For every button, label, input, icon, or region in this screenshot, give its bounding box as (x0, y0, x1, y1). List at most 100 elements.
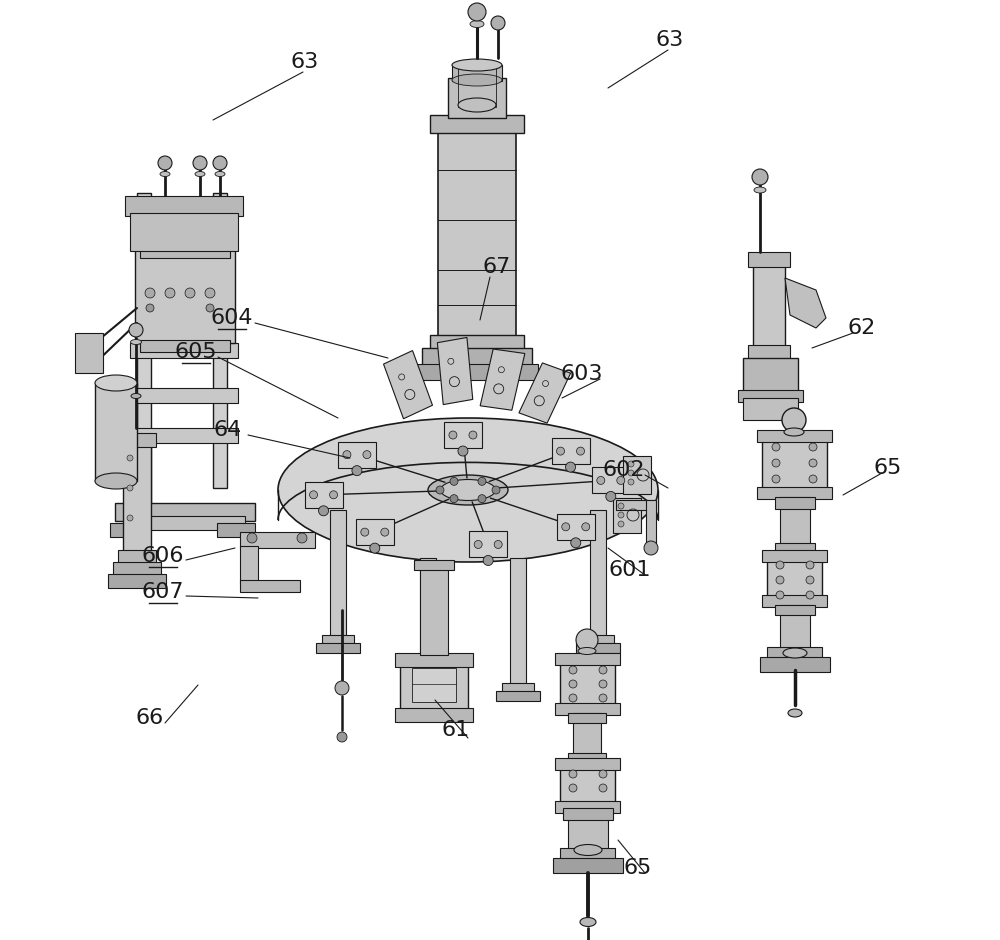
Circle shape (617, 477, 625, 484)
Bar (113, 562, 161, 576)
Text: 603: 603 (561, 364, 603, 384)
Circle shape (492, 486, 500, 494)
Bar (137, 193, 151, 513)
Ellipse shape (754, 187, 766, 193)
Bar (240, 532, 315, 548)
Circle shape (483, 556, 493, 566)
Circle shape (599, 784, 607, 792)
Bar (555, 653, 620, 665)
Circle shape (618, 503, 624, 509)
Bar (305, 482, 343, 508)
Bar (616, 500, 656, 510)
Bar (217, 523, 255, 537)
Bar (118, 433, 156, 447)
Text: 63: 63 (291, 52, 319, 72)
Bar (75, 333, 103, 373)
Bar (395, 653, 473, 667)
Bar (108, 574, 166, 588)
Circle shape (297, 533, 307, 543)
Circle shape (335, 681, 349, 695)
Circle shape (776, 576, 784, 584)
Circle shape (185, 288, 195, 298)
Ellipse shape (470, 21, 484, 27)
Circle shape (776, 561, 784, 569)
Text: 605: 605 (175, 342, 217, 362)
Bar (592, 467, 630, 494)
Bar (590, 510, 606, 640)
Circle shape (806, 561, 814, 569)
Circle shape (809, 443, 817, 451)
Bar (322, 635, 354, 647)
Bar (416, 364, 538, 380)
Bar (762, 550, 827, 562)
Bar (140, 340, 230, 352)
Circle shape (361, 528, 369, 536)
Text: 601: 601 (609, 560, 651, 580)
Circle shape (146, 304, 154, 312)
Bar (568, 753, 606, 763)
Text: 64: 64 (214, 420, 242, 440)
Bar (123, 438, 151, 553)
Bar (553, 858, 623, 873)
Ellipse shape (784, 428, 804, 436)
Circle shape (599, 770, 607, 778)
Ellipse shape (458, 98, 496, 112)
Bar (438, 120, 516, 340)
Text: 65: 65 (624, 858, 652, 878)
Bar (568, 713, 606, 723)
Bar (95, 383, 137, 481)
Circle shape (606, 492, 616, 501)
Circle shape (478, 494, 486, 503)
Bar (496, 691, 540, 701)
Text: 61: 61 (442, 720, 470, 740)
Circle shape (752, 169, 768, 185)
Circle shape (145, 288, 155, 298)
Bar (775, 497, 815, 509)
Bar (458, 65, 496, 107)
Circle shape (562, 523, 570, 531)
Bar (767, 647, 822, 659)
Bar (125, 516, 245, 530)
Ellipse shape (131, 394, 141, 399)
Bar (623, 456, 651, 494)
Circle shape (381, 528, 389, 536)
Circle shape (569, 784, 577, 792)
Bar (469, 531, 507, 557)
Bar (753, 258, 785, 348)
Polygon shape (384, 351, 433, 418)
Circle shape (450, 478, 458, 485)
Bar (110, 523, 148, 537)
Circle shape (352, 465, 362, 476)
Circle shape (557, 447, 565, 455)
Circle shape (127, 485, 133, 491)
Bar (573, 713, 601, 763)
Bar (762, 435, 827, 490)
Circle shape (436, 486, 444, 494)
Bar (576, 643, 620, 653)
Bar (775, 543, 815, 555)
Circle shape (569, 770, 577, 778)
Bar (130, 343, 238, 358)
Bar (555, 758, 620, 770)
Text: 66: 66 (136, 708, 164, 728)
Bar (568, 811, 608, 849)
Bar (563, 808, 613, 820)
Bar (555, 703, 620, 715)
Circle shape (449, 431, 457, 439)
Bar (646, 500, 656, 545)
Bar (395, 708, 473, 722)
Circle shape (806, 576, 814, 584)
Bar (420, 558, 436, 688)
Circle shape (599, 694, 607, 702)
Polygon shape (437, 337, 473, 404)
Ellipse shape (452, 59, 502, 71)
Circle shape (772, 443, 780, 451)
Circle shape (127, 515, 133, 521)
Bar (118, 550, 156, 564)
Ellipse shape (278, 418, 658, 562)
Circle shape (618, 521, 624, 527)
Circle shape (129, 323, 143, 337)
Bar (560, 762, 615, 804)
Circle shape (165, 288, 175, 298)
Circle shape (628, 479, 634, 485)
